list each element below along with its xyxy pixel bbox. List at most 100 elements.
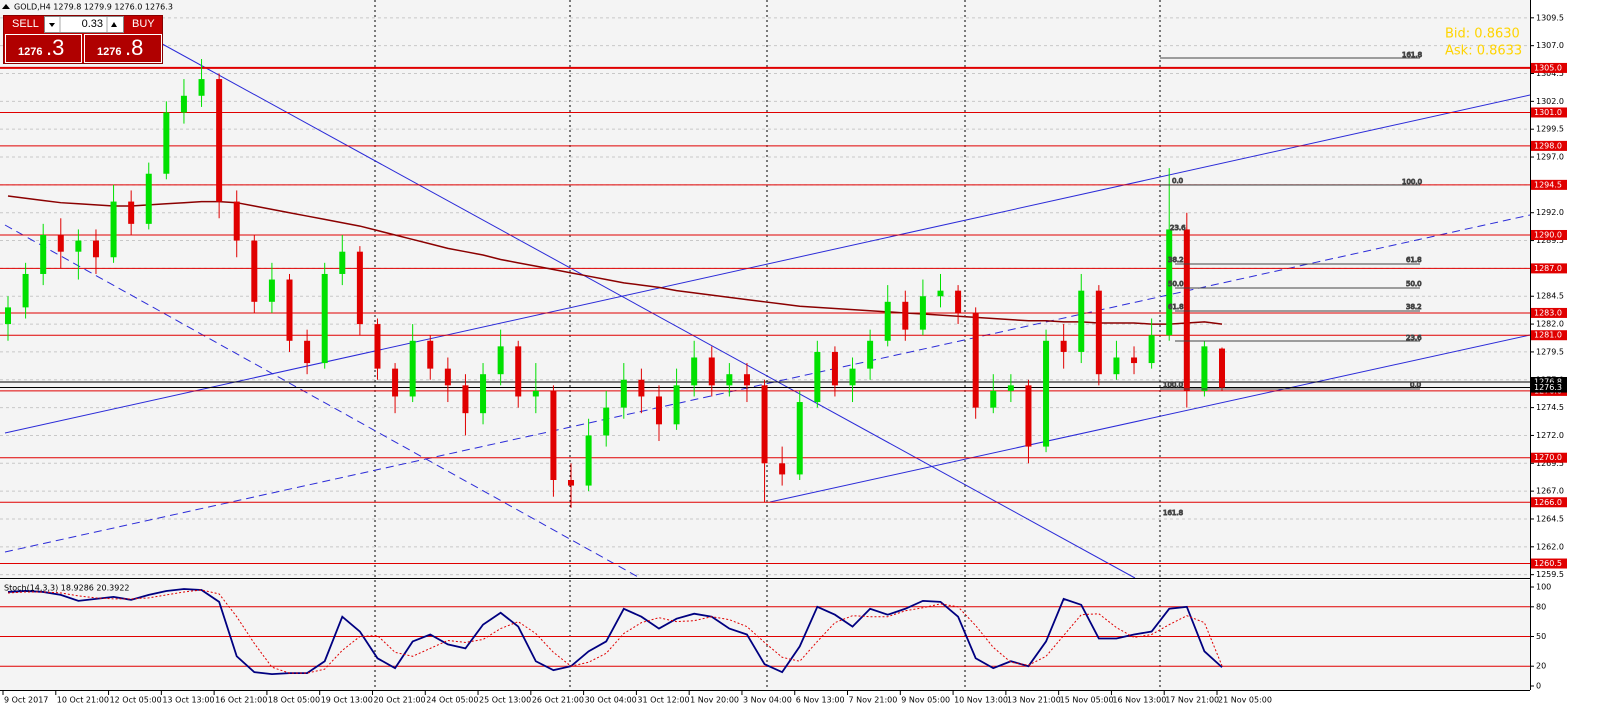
stoch-line — [7, 588, 1223, 676]
candle-body — [673, 385, 680, 425]
buy-price-small: .8 — [125, 35, 144, 60]
candle-body — [743, 374, 750, 386]
level-tag — [1531, 330, 1567, 341]
candle-body — [1148, 335, 1155, 364]
candle-body — [5, 307, 11, 325]
candle-body — [427, 340, 434, 369]
buy-button[interactable]: BUY — [132, 18, 155, 30]
menu-icon[interactable] — [2, 4, 10, 9]
trade-panel: SELL 0.33 BUY 1276 .3 1276 .8 — [3, 15, 163, 64]
y-tick-label: 1264.5 — [1536, 514, 1564, 523]
fib-label: 50.0 — [1406, 280, 1422, 288]
candle-body — [1183, 229, 1190, 391]
candle-body — [286, 279, 293, 341]
candle-body — [1166, 229, 1173, 336]
y-tick-label: 1309.5 — [1536, 13, 1564, 22]
candle-body — [75, 240, 82, 252]
level-tag — [1531, 452, 1567, 463]
level-label: 1301.0 — [1534, 108, 1562, 117]
candle-body — [480, 374, 487, 414]
x-tick-label: 3 Nov 04:00 — [743, 696, 792, 705]
candle-body — [796, 402, 803, 475]
level-label: 1270.0 — [1534, 453, 1562, 462]
candle-body — [57, 234, 64, 252]
level-tag — [1531, 229, 1567, 240]
candle-body — [110, 201, 117, 258]
x-tick-label: 7 Nov 21:00 — [849, 696, 898, 705]
price-tag — [1531, 382, 1567, 393]
candle-body — [1113, 357, 1120, 375]
y-tick-label: 1282.0 — [1536, 320, 1564, 329]
fib-label: 0.0 — [1410, 381, 1421, 389]
sell-button[interactable]: SELL — [12, 18, 39, 30]
x-tick-label: 12 Oct 05:00 — [110, 696, 162, 705]
level-label: 1283.0 — [1534, 308, 1562, 317]
buy-price[interactable] — [84, 34, 162, 63]
y-tick-label: 1304.5 — [1536, 69, 1564, 78]
candle-body — [532, 390, 539, 397]
level-tag — [1531, 307, 1567, 318]
price-label: 1276.3 — [1534, 383, 1562, 392]
candle-body — [1025, 385, 1032, 447]
y-tick-label: 50 — [1536, 632, 1546, 641]
candle-body — [620, 379, 627, 408]
sell-price-big: 1276 — [18, 46, 43, 58]
level-tag — [1531, 107, 1567, 118]
marks — [5, 59, 1225, 676]
fib-label: 0.0 — [1172, 177, 1183, 185]
candle-body — [708, 357, 715, 386]
fib-label: 38.2 — [1168, 256, 1184, 264]
y-tick-label: 1284.5 — [1536, 292, 1564, 301]
candle-body — [462, 385, 469, 414]
candle-body — [1078, 290, 1085, 352]
candle-body — [902, 301, 909, 330]
candle-body — [1007, 385, 1014, 391]
y-tick-label: 1262.0 — [1536, 542, 1564, 551]
x-tick-label: 30 Oct 04:00 — [585, 696, 637, 705]
candle-body — [1060, 340, 1067, 352]
candle-body — [145, 173, 152, 224]
y-tick-label: 100 — [1536, 583, 1551, 592]
x-tick-label: 31 Oct 12:00 — [637, 696, 689, 705]
sell-price[interactable] — [5, 34, 82, 63]
fib-label: 50.0 — [1168, 280, 1184, 288]
candle-body — [919, 296, 926, 330]
lot-field[interactable]: 0.33 — [44, 16, 124, 33]
candle-body — [1095, 290, 1102, 375]
candle-body — [515, 346, 522, 397]
candle-body — [603, 407, 610, 436]
ma-line — [7, 195, 1223, 325]
candle-body — [216, 79, 223, 202]
ask-text: Ask: 0.8633 — [1445, 44, 1522, 59]
x-tick-label: 17 Nov 21:00 — [1165, 696, 1219, 705]
candle-body — [339, 251, 346, 274]
y-tick-label: 1292.0 — [1536, 208, 1564, 217]
y-tick-label: 1289.5 — [1536, 236, 1564, 245]
level-label: 1266.0 — [1534, 498, 1562, 507]
symbol-info: GOLD,H4 1279.8 1279.9 1276.0 1276.3 — [14, 3, 173, 12]
level-label: 1294.5 — [1534, 180, 1562, 189]
candle-body — [180, 95, 187, 113]
price-label: 1276.8 — [1534, 377, 1562, 386]
x-tick-label: 16 Nov 13:00 — [1112, 696, 1166, 705]
candle-body — [233, 201, 240, 241]
candle-body — [128, 201, 135, 224]
level-label: 1305.0 — [1534, 63, 1562, 72]
y-tick-label: 1299.5 — [1536, 125, 1564, 134]
y-tick-label: 1267.0 — [1536, 487, 1564, 496]
lot-value[interactable]: 0.33 — [81, 18, 103, 30]
candle-body — [568, 479, 575, 486]
y-tick-label: 1307.0 — [1536, 41, 1564, 50]
candle-body — [1131, 357, 1138, 364]
candle-body — [304, 340, 311, 364]
level-tag — [1531, 62, 1567, 73]
fibonacci: 161.8 100.0 0.0 61.8 50.0 38.2 23.6 0.0 100.0 161… — [1160, 51, 1423, 518]
level-tag — [1531, 558, 1567, 569]
level-label: 1298.0 — [1534, 141, 1562, 150]
x-tick-label: 15 Nov 05:00 — [1060, 696, 1114, 705]
candle-body — [1043, 340, 1050, 447]
x-tick-label: 19 Oct 13:00 — [321, 696, 373, 705]
trend-lines — [4, 39, 1531, 579]
candle-body — [497, 346, 504, 375]
